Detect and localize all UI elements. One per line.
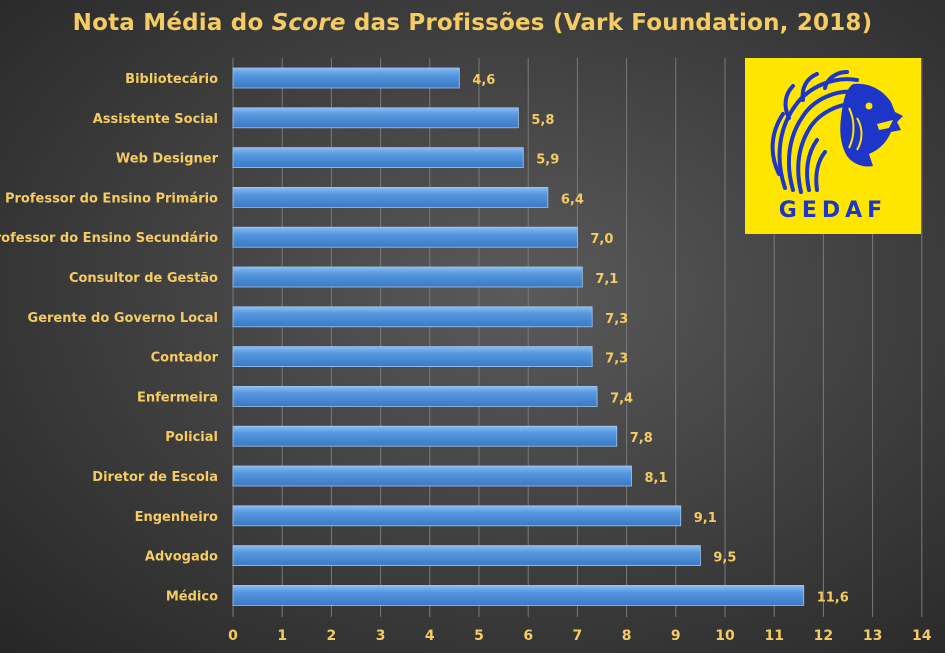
x-tick-label: 11 bbox=[764, 628, 783, 644]
x-tick-label: 6 bbox=[523, 628, 533, 644]
bar bbox=[232, 425, 618, 447]
bar bbox=[232, 385, 598, 407]
gedaf-logo: GEDAF bbox=[745, 58, 921, 234]
title-part-1: Nota Média do bbox=[72, 10, 272, 36]
category-label: Bibliotecário bbox=[125, 72, 218, 87]
value-label: 7,1 bbox=[595, 272, 618, 287]
x-tick-label: 7 bbox=[573, 628, 583, 644]
value-label: 4,6 bbox=[472, 73, 495, 88]
bar bbox=[232, 147, 524, 169]
x-tick-label: 4 bbox=[425, 628, 435, 644]
category-label: Advogado bbox=[145, 550, 218, 565]
bar bbox=[232, 107, 519, 129]
x-tick-label: 13 bbox=[863, 628, 882, 644]
value-label: 7,0 bbox=[590, 232, 613, 247]
x-tick-label: 9 bbox=[671, 628, 681, 644]
x-tick-label: 8 bbox=[622, 628, 632, 644]
category-label: Médico bbox=[166, 589, 218, 604]
bar bbox=[232, 585, 805, 606]
category-label: Assistente Social bbox=[93, 112, 218, 127]
x-tick-label: 1 bbox=[277, 628, 287, 644]
value-label: 7,3 bbox=[605, 352, 628, 367]
bar bbox=[232, 505, 682, 527]
value-label: 9,5 bbox=[713, 551, 736, 566]
value-label: 7,3 bbox=[605, 312, 628, 327]
category-label: Professor do Ensino Primário bbox=[5, 191, 218, 206]
bar bbox=[232, 465, 632, 487]
x-tick-label: 2 bbox=[327, 628, 337, 644]
category-label: Policial bbox=[165, 430, 218, 445]
category-label: Diretor de Escola bbox=[92, 470, 218, 485]
x-tick-label: 14 bbox=[912, 628, 932, 644]
x-tick-label: 3 bbox=[376, 628, 386, 644]
value-label: 7,8 bbox=[630, 431, 653, 446]
bar bbox=[232, 266, 583, 288]
lion-head-icon bbox=[770, 70, 903, 194]
category-label: Engenheiro bbox=[135, 510, 218, 525]
bar bbox=[232, 186, 549, 208]
value-label: 9,1 bbox=[694, 511, 717, 526]
value-label: 11,6 bbox=[817, 590, 849, 605]
x-tick-label: 5 bbox=[474, 628, 484, 644]
value-label: 6,4 bbox=[561, 192, 584, 207]
x-tick-label: 12 bbox=[814, 628, 833, 644]
bar bbox=[232, 545, 701, 566]
bar bbox=[232, 306, 593, 328]
category-label: Enfermeira bbox=[137, 390, 218, 405]
title-emphasis: Score bbox=[271, 10, 346, 36]
title-part-2: das Profissões (Vark Foundation, 2018) bbox=[345, 10, 873, 36]
category-label: Gerente do Governo Local bbox=[28, 311, 218, 326]
bar bbox=[232, 346, 593, 368]
category-label: Professor do Ensino Secundário bbox=[0, 231, 218, 246]
value-label: 5,9 bbox=[536, 153, 559, 168]
bar bbox=[232, 67, 460, 89]
category-label: Web Designer bbox=[116, 152, 219, 167]
value-label: 5,8 bbox=[531, 113, 554, 128]
category-label: Contador bbox=[151, 351, 219, 366]
value-label: 8,1 bbox=[645, 471, 668, 486]
x-tick-label: 0 bbox=[228, 628, 238, 644]
x-tick-label: 10 bbox=[715, 628, 735, 644]
value-label: 7,4 bbox=[610, 391, 633, 406]
bars bbox=[232, 67, 805, 606]
bar bbox=[232, 226, 578, 248]
category-label: Consultor de Gestão bbox=[69, 271, 218, 286]
logo-text: GEDAF bbox=[778, 198, 888, 223]
chart-title: Nota Média do Score das Profissões (Vark… bbox=[0, 10, 945, 36]
